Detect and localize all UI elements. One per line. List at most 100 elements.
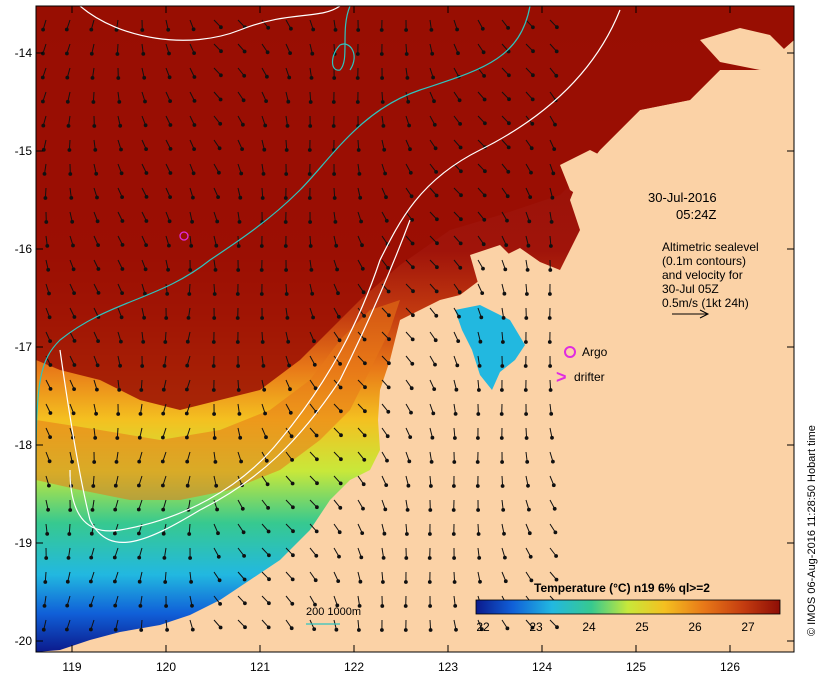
sealevel-contour [79, 6, 341, 41]
velocity-arrow-head [477, 556, 482, 560]
velocity-arrow-head [547, 316, 552, 320]
velocity-arrow-head [361, 290, 366, 295]
velocity-arrow-head [267, 577, 271, 582]
velocity-arrow-head [185, 483, 190, 488]
velocity-arrow-head [89, 555, 94, 560]
velocity-arrow-head [313, 602, 317, 607]
velocity-arrow-head [283, 244, 288, 248]
velocity-arrow-head [379, 52, 384, 56]
x-tick-label: 120 [155, 660, 177, 674]
velocity-arrow-head [503, 579, 508, 584]
velocity-arrow-head [360, 266, 365, 271]
velocity-arrow-head [263, 123, 268, 128]
velocity-arrow-head [381, 580, 385, 584]
velocity-arrow-head [189, 580, 194, 584]
velocity-arrow-head [143, 99, 147, 104]
velocity-arrow-head [218, 121, 223, 126]
velocity-arrow-head [501, 316, 506, 320]
velocity-arrow-head [240, 147, 245, 152]
velocity-arrow-head [235, 340, 240, 344]
velocity-arrow-head [356, 148, 361, 152]
velocity-arrow-head [307, 196, 312, 200]
velocity-arrow-head [113, 507, 118, 512]
velocity-arrow-head [339, 433, 343, 438]
velocity-arrow-head [385, 458, 389, 463]
colorbar-title: Temperature (°C) n19 6% ql>=2 [534, 581, 710, 595]
velocity-arrow-head [211, 364, 216, 368]
x-tick-label: 121 [249, 660, 271, 674]
velocity-arrow-head [238, 195, 243, 200]
velocity-arrow-head [192, 99, 197, 103]
velocity-arrow-head [218, 97, 223, 102]
velocity-arrow-head [407, 123, 412, 128]
velocity-arrow-head [408, 147, 412, 152]
velocity-arrow-head [218, 602, 223, 606]
velocity-arrow-head [524, 340, 528, 344]
velocity-arrow-head [314, 529, 319, 534]
velocity-arrow-head [164, 604, 169, 608]
velocity-arrow-head [403, 628, 408, 632]
velocity-arrow-head [212, 292, 217, 296]
velocity-arrow-head [529, 146, 534, 151]
velocity-arrow-head [290, 577, 295, 582]
velocity-arrow-head [458, 241, 463, 246]
velocity-arrow-head [456, 339, 461, 344]
velocity-arrow-head [362, 457, 367, 462]
velocity-arrow-head [261, 364, 266, 368]
velocity-arrow-head [118, 123, 123, 128]
velocity-arrow-head [236, 388, 241, 392]
velocity-arrow-head [260, 340, 265, 344]
velocity-arrow-head [502, 291, 507, 296]
velocity-arrow-head [549, 220, 554, 224]
velocity-arrow-head [475, 460, 480, 464]
sealevel-contour [59, 219, 411, 543]
velocity-arrow-head [504, 243, 509, 248]
velocity-arrow-head [459, 169, 463, 174]
velocity-arrow-head [137, 555, 142, 560]
velocity-arrow-head [168, 99, 173, 103]
velocity-arrow-head [164, 316, 169, 320]
velocity-arrow-head [72, 363, 77, 367]
velocity-arrow-head [334, 243, 339, 248]
velocity-arrow-head [315, 481, 319, 486]
velocity-arrow-head [429, 484, 433, 488]
velocity-arrow-head [432, 122, 437, 127]
colorbar-tick: 22 [476, 620, 490, 634]
velocity-arrow-head [91, 100, 96, 104]
velocity-arrow-head [339, 457, 343, 462]
velocity-arrow-head [451, 508, 456, 512]
velocity-arrow-head [46, 507, 50, 512]
velocity-arrow-head [481, 242, 486, 247]
velocity-arrow-head [434, 289, 439, 294]
velocity-arrow-head [137, 435, 142, 440]
velocity-arrow-head [41, 627, 46, 632]
velocity-arrow-head [90, 76, 95, 80]
velocity-arrow-head [41, 27, 45, 32]
velocity-arrow-head [283, 220, 288, 224]
velocity-arrow-head [89, 51, 94, 56]
velocity-arrow-head [404, 580, 408, 584]
x-tick-label: 122 [343, 660, 365, 674]
velocity-arrow-head [287, 363, 292, 368]
velocity-arrow-head [71, 243, 75, 248]
velocity-arrow-head [138, 604, 143, 608]
velocity-arrow-head [48, 339, 52, 344]
velocity-arrow-head [386, 385, 391, 390]
velocity-arrow-head [428, 604, 433, 608]
velocity-arrow-head [382, 531, 387, 536]
velocity-arrow-head [434, 170, 439, 174]
velocity-arrow-head [380, 604, 385, 608]
velocity-arrow-head [452, 556, 457, 560]
velocity-arrow-head [429, 28, 434, 32]
velocity-arrow-head [48, 363, 53, 367]
velocity-arrow-head [166, 267, 171, 272]
velocity-arrow-head [313, 386, 318, 391]
velocity-arrow-head [65, 627, 69, 632]
velocity-arrow-head [384, 483, 389, 488]
velocity-arrow-head [358, 195, 363, 200]
info-line: and velocity for [662, 268, 743, 282]
velocity-arrow-head [137, 483, 141, 488]
velocity-arrow-head [262, 147, 267, 152]
velocity-arrow-head [523, 364, 528, 368]
